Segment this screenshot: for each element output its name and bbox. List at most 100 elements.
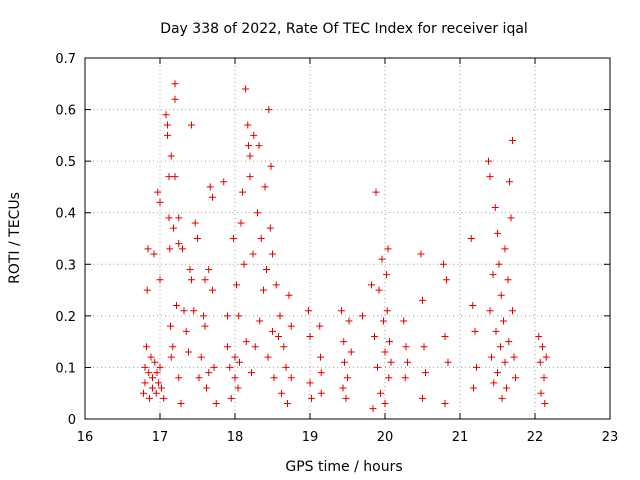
data-point — [317, 353, 324, 361]
data-point — [226, 363, 234, 371]
data-point — [205, 369, 213, 377]
data-point — [503, 384, 510, 392]
data-point — [380, 317, 387, 325]
data-point — [404, 358, 411, 366]
data-point — [504, 276, 512, 284]
data-point — [509, 307, 516, 315]
data-point — [246, 152, 254, 160]
data-point — [486, 173, 494, 181]
data-point — [372, 188, 380, 196]
y-tick-label: 0.2 — [55, 310, 76, 325]
data-point — [188, 121, 195, 129]
data-point — [535, 332, 543, 340]
data-point — [269, 250, 276, 258]
data-point — [251, 343, 259, 351]
data-point — [175, 240, 183, 248]
data-point — [167, 322, 174, 330]
data-point — [494, 369, 501, 377]
data-point — [175, 374, 183, 382]
data-point — [248, 369, 255, 377]
data-point — [419, 296, 426, 304]
data-point — [497, 343, 504, 351]
data-point — [276, 312, 284, 320]
data-point — [287, 322, 295, 330]
data-point — [261, 183, 269, 191]
data-point — [541, 400, 549, 408]
data-point — [175, 214, 183, 222]
data-point — [500, 317, 507, 325]
data-point — [267, 162, 275, 170]
data-point — [275, 332, 282, 340]
data-point — [201, 276, 209, 284]
data-point — [306, 332, 314, 340]
data-point — [231, 353, 239, 361]
data-point — [188, 276, 195, 284]
data-point — [316, 322, 324, 330]
data-point — [469, 302, 477, 310]
data-point — [510, 353, 518, 361]
data-point — [197, 353, 205, 361]
data-point — [375, 286, 383, 294]
x-tick-label: 18 — [227, 430, 244, 445]
data-point — [494, 229, 501, 237]
y-tick-label: 0 — [68, 413, 76, 428]
data-point — [338, 307, 345, 315]
data-point — [254, 209, 261, 217]
data-point — [169, 343, 177, 351]
x-tick-label: 21 — [452, 430, 469, 445]
data-point — [444, 358, 452, 366]
data-point — [490, 379, 498, 387]
data-point — [147, 353, 155, 361]
data-point — [509, 137, 516, 145]
data-point — [240, 260, 248, 268]
data-point — [344, 374, 351, 382]
data-point — [467, 235, 475, 242]
data-point — [473, 363, 480, 371]
data-point — [158, 384, 165, 392]
x-tick-label: 16 — [77, 430, 94, 445]
data-point — [249, 250, 257, 258]
data-point — [266, 224, 274, 232]
data-point — [209, 286, 216, 294]
data-point — [206, 183, 214, 191]
data-point — [345, 317, 353, 325]
data-points — [140, 80, 550, 413]
data-point — [486, 307, 494, 315]
data-point — [220, 178, 228, 186]
y-tick-label: 0.5 — [55, 155, 76, 170]
data-point — [537, 389, 545, 397]
data-point — [505, 338, 513, 346]
data-point — [195, 374, 203, 382]
data-point — [441, 400, 449, 408]
data-point — [150, 250, 158, 258]
data-point — [167, 353, 175, 361]
data-point — [282, 363, 290, 371]
data-point — [489, 271, 497, 279]
data-point — [194, 235, 201, 242]
data-point — [143, 286, 151, 294]
data-point — [230, 235, 237, 242]
data-point — [383, 307, 391, 315]
data-point — [539, 343, 546, 351]
data-point — [180, 307, 188, 315]
y-tick-label: 0.6 — [55, 104, 76, 119]
data-point — [378, 255, 386, 263]
data-point — [374, 363, 381, 371]
data-point — [264, 353, 272, 361]
data-point — [306, 379, 314, 387]
data-point — [171, 95, 179, 103]
data-point — [341, 358, 348, 366]
data-point — [495, 260, 503, 268]
data-point — [305, 307, 312, 315]
data-point — [470, 384, 477, 392]
data-point — [542, 353, 550, 361]
data-point — [239, 188, 246, 196]
data-point — [153, 369, 161, 377]
data-point — [235, 312, 243, 320]
data-point — [308, 394, 315, 402]
data-point — [488, 353, 495, 361]
y-tick-label: 0.1 — [55, 361, 76, 376]
data-point — [340, 338, 348, 346]
data-point — [377, 389, 384, 397]
data-point — [284, 400, 291, 408]
